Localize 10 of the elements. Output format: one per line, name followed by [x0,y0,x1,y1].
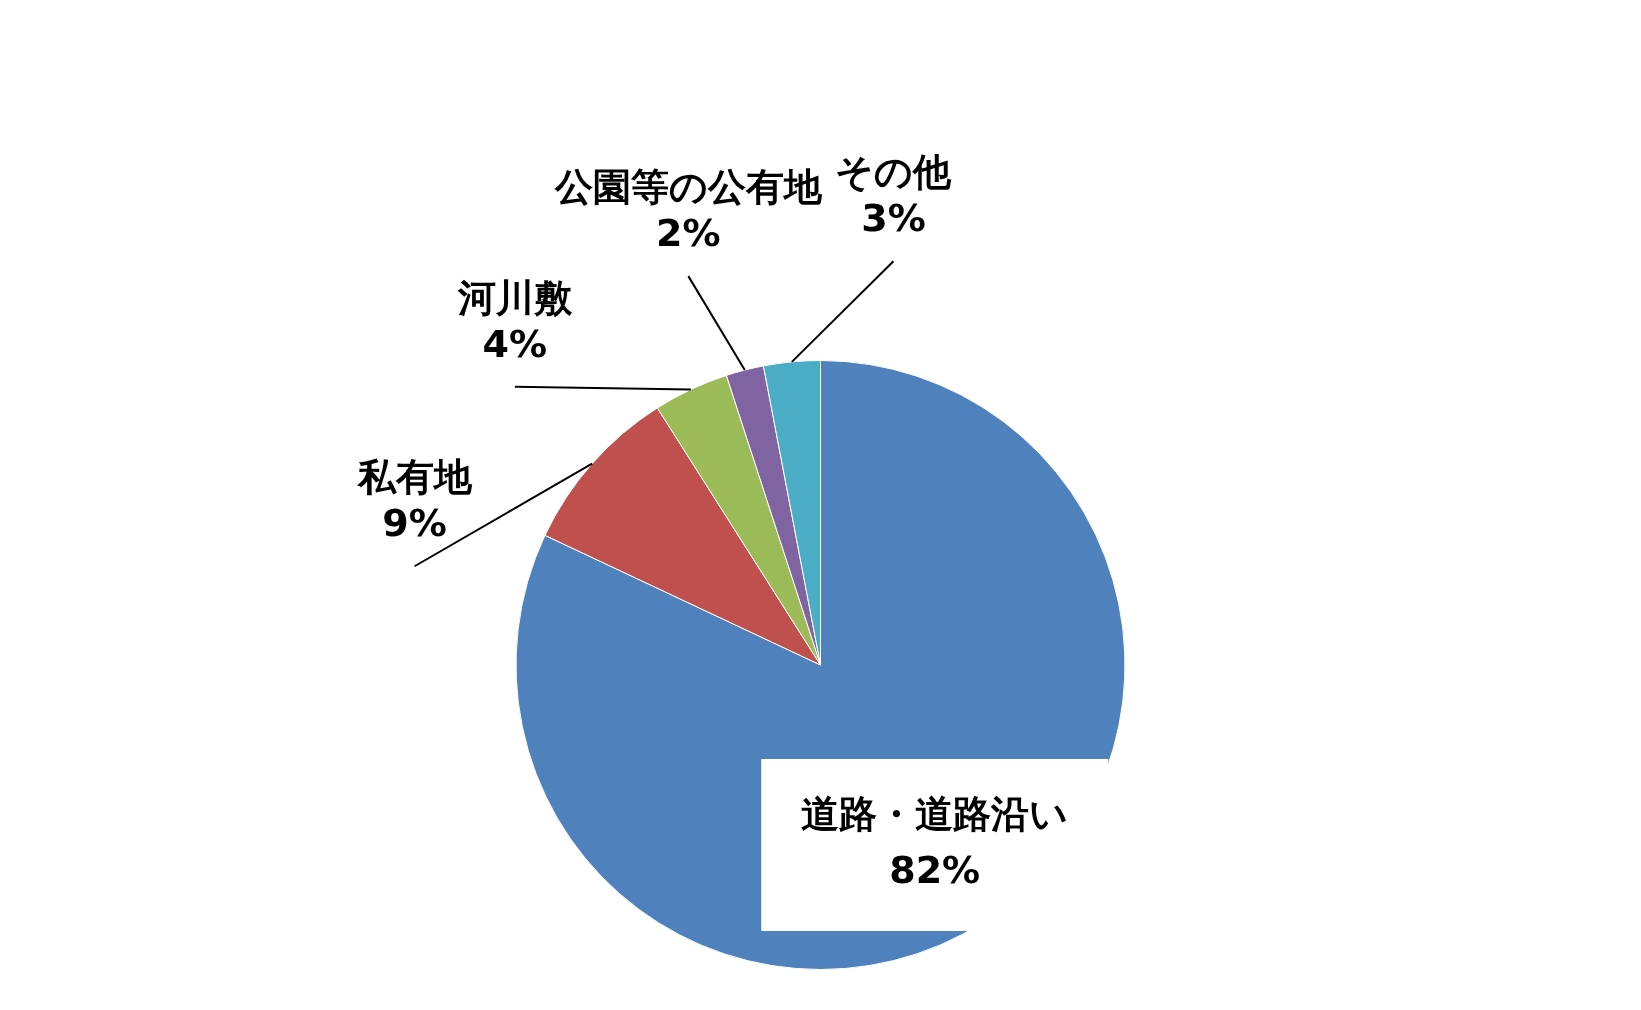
slice-label: 河川敷 [456,275,573,320]
data-label: 3% [861,196,926,241]
data-label: 2% [656,210,721,255]
slice-label: 公園等の公有地 [553,164,823,209]
slice-label: その他 [835,150,953,195]
slice-label: 道路・道路沿い [801,791,1069,836]
data-label: 82% [889,847,981,892]
data-label: 4% [482,321,548,366]
slice-label: 私有地 [355,455,473,500]
data-label: 9% [382,501,447,546]
